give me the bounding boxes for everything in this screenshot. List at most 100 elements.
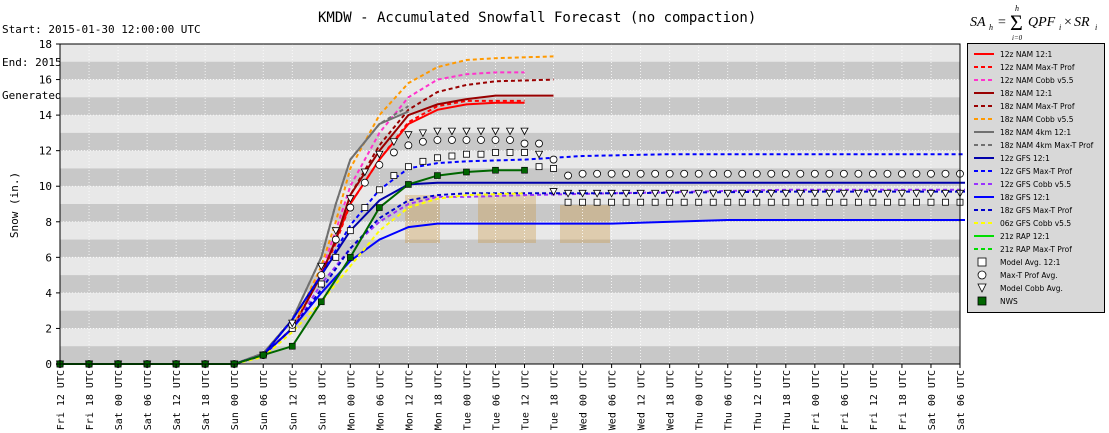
x-tick-label: Wed 00 UTC — [579, 370, 590, 430]
point-max-t-prof-avg — [665, 169, 674, 178]
x-tick-label: Thu 00 UTC — [695, 370, 706, 430]
legend-swatch — [974, 105, 994, 107]
legend-swatch — [974, 196, 994, 198]
point-max-t-prof-avg — [622, 169, 631, 178]
point-max-t-prof-avg — [535, 139, 543, 148]
plot-band — [60, 61, 960, 80]
legend-swatch — [974, 144, 994, 146]
point-model-avg-12-1 — [506, 149, 514, 156]
point-model-cobb-avg — [476, 127, 486, 136]
legend-item-model-avg-12-1: Model Avg. 12:1 — [972, 256, 1104, 269]
point-max-t-prof-avg — [389, 148, 398, 157]
point-max-t-prof-avg — [607, 169, 616, 178]
legend-label: 21z RAP Max-T Prof — [1000, 245, 1072, 254]
point-nws — [434, 172, 441, 179]
point-model-cobb-avg — [433, 127, 442, 136]
legend-item-12z-gfs-cobb-v5-5: 12z GFS Cobb v5.5 — [972, 178, 1104, 191]
point-model-cobb-avg — [694, 189, 703, 198]
legend-label: Model Avg. 12:1 — [1000, 258, 1061, 267]
legend-label: 12z GFS Cobb v5.5 — [1000, 180, 1072, 189]
legend-swatch — [974, 209, 994, 211]
point-model-avg-12-1 — [404, 163, 412, 171]
y-tick-label: 16 — [39, 74, 52, 87]
point-model-avg-12-1 — [637, 198, 645, 206]
x-tick-label: Sat 12 UTC — [172, 370, 183, 430]
point-model-avg-12-1 — [535, 163, 543, 171]
point-model-avg-12-1 — [463, 150, 470, 158]
point-nws — [317, 298, 325, 306]
point-max-t-prof-avg — [360, 178, 369, 187]
x-tick-label: Mon 00 UTC — [346, 370, 357, 430]
legend-item-21z-rap-12-1: 21z RAP 12:1 — [972, 230, 1104, 243]
point-model-cobb-avg — [505, 127, 515, 136]
point-model-cobb-avg — [621, 189, 631, 198]
legend-swatch — [977, 296, 987, 306]
point-model-avg-12-1 — [434, 154, 441, 162]
point-model-avg-12-1 — [942, 198, 949, 206]
point-max-t-prof-avg — [593, 169, 601, 178]
point-max-t-prof-avg — [883, 169, 892, 178]
point-max-t-prof-avg — [346, 203, 355, 212]
plot-band — [60, 97, 960, 116]
point-model-cobb-avg — [854, 189, 863, 198]
legend-item-18z-nam-cobb-v5-5: 18z NAM Cobb v5.5 — [972, 113, 1104, 126]
point-model-cobb-avg — [738, 189, 747, 198]
point-nws — [288, 342, 296, 350]
x-tick-label: Mon 06 UTC — [375, 370, 386, 430]
point-model-avg-12-1 — [898, 198, 906, 206]
legend-label: 06z GFS Cobb v5.5 — [1000, 219, 1072, 228]
point-model-avg-12-1 — [811, 198, 819, 206]
legend-label: 18z GFS 12:1 — [1000, 193, 1050, 202]
x-tick-label: Wed 18 UTC — [666, 370, 677, 430]
point-max-t-prof-avg — [448, 136, 456, 144]
point-max-t-prof-avg — [549, 155, 558, 164]
legend-swatch — [974, 131, 994, 133]
legend-item-12z-nam-12-1: 12z NAM 12:1 — [972, 48, 1104, 61]
legend-item-18z-gfs-max-t-prof: 18z GFS Max-T Prof — [972, 204, 1104, 217]
point-model-cobb-avg — [592, 189, 602, 198]
plot-background — [60, 44, 960, 364]
legend-swatch — [974, 92, 994, 94]
x-tick-label: Fri 12 UTC — [56, 370, 67, 430]
point-model-cobb-avg — [868, 189, 878, 198]
legend-swatch — [977, 270, 987, 280]
point-model-cobb-avg — [810, 189, 820, 198]
y-tick-label: 4 — [45, 287, 52, 300]
point-model-avg-12-1 — [593, 198, 601, 206]
point-max-t-prof-avg — [375, 160, 384, 169]
point-model-avg-12-1 — [492, 149, 499, 156]
legend-label: 12z GFS 12:1 — [1000, 154, 1050, 163]
series-line-06z-gfs-cobb-v5-5 — [60, 192, 525, 365]
point-max-t-prof-avg — [651, 169, 660, 178]
point-model-cobb-avg — [636, 189, 645, 198]
svg-text:h: h — [1015, 4, 1019, 13]
point-model-cobb-avg — [418, 129, 428, 138]
x-tick-label: Fri 18 UTC — [85, 370, 96, 430]
y-tick-label: 6 — [45, 251, 52, 264]
point-max-t-prof-avg — [491, 136, 500, 144]
plot-frame — [59, 43, 961, 365]
point-model-cobb-avg — [897, 189, 907, 198]
point-max-t-prof-avg — [941, 169, 950, 178]
legend-label: NWS — [1000, 297, 1018, 306]
point-model-avg-12-1 — [680, 198, 688, 206]
svg-text:i: i — [1059, 23, 1061, 32]
point-model-avg-12-1 — [579, 198, 586, 206]
point-model-avg-12-1 — [695, 198, 703, 206]
legend-swatch — [974, 170, 994, 172]
point-model-avg-12-1 — [854, 198, 862, 206]
point-max-t-prof-avg — [752, 169, 761, 178]
x-tick-label: Sat 06 UTC — [143, 370, 154, 430]
legend-label: 18z NAM 12:1 — [1000, 89, 1053, 98]
legend-item-max-t-prof-avg: Max-T Prof Avg. — [972, 269, 1104, 282]
point-model-cobb-avg — [346, 195, 355, 204]
point-model-cobb-avg — [447, 127, 457, 136]
point-max-t-prof-avg — [694, 169, 703, 178]
legend-swatch — [974, 183, 994, 185]
legend-label: 18z NAM Max-T Prof — [1000, 102, 1075, 111]
point-model-cobb-avg — [941, 189, 950, 198]
point-model-cobb-avg — [709, 189, 718, 198]
point-max-t-prof-avg — [506, 136, 514, 144]
x-tick-label: Mon 18 UTC — [433, 370, 444, 430]
point-max-t-prof-avg — [796, 169, 805, 178]
